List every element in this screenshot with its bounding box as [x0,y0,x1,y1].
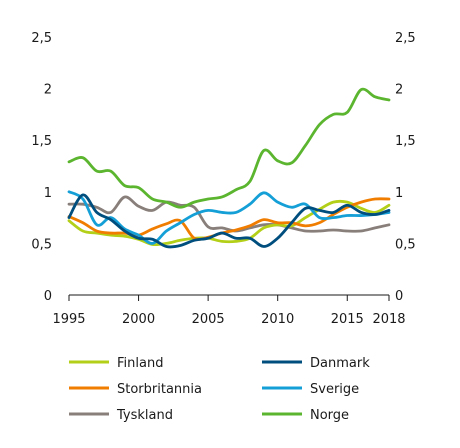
y-tick-label-left: 2,5 [31,31,52,46]
y-tick-label-left: 0,5 [31,237,52,252]
series-line-danmark [67,193,391,249]
y-tick-label-right: 2,5 [395,31,416,46]
series-line-storbritannia [67,197,391,241]
chart-legend: Finland Danmark Storbritannia Sverige Tyskla… [69,356,370,423]
legend-label-storbritannia: Storbritannia [117,382,202,397]
x-tick-label: 2010 [261,312,294,327]
y-tick-label-right: 1 [395,186,403,201]
chart-axes: 0 0 0,5 0,5 1 1 1,5 1,5 2 2 2,5 2,5 1995 2000 2005 2010… [31,31,415,327]
legend-label-tyskland: Tyskland [116,408,173,423]
x-tick-label: 2018 [372,312,405,327]
legend-label-sverige: Sverige [310,382,359,397]
series-line-tyskland [67,195,391,233]
y-tick-label-right: 1,5 [395,134,416,149]
legend-label-norge: Norge [310,408,349,423]
series-line-finland [67,199,391,247]
legend-label-danmark: Danmark [310,356,370,371]
y-tick-label-left: 1 [44,186,52,201]
y-tick-label-left: 2 [44,83,52,98]
chart-series [67,87,391,249]
x-tick-label: 2005 [192,312,225,327]
legend-label-finland: Finland [117,356,163,371]
y-tick-label-left: 1,5 [31,134,52,149]
series-line-sverige [67,190,391,245]
y-tick-label-right: 0,5 [395,237,416,252]
x-tick-label: 2015 [331,312,364,327]
y-tick-label-right: 2 [395,83,403,98]
x-tick-label: 2000 [122,312,155,327]
y-tick-label-right: 0 [395,289,403,304]
x-tick-label: 1995 [52,312,85,327]
series-line-norge [67,87,391,209]
y-tick-label-left: 0 [44,289,52,304]
